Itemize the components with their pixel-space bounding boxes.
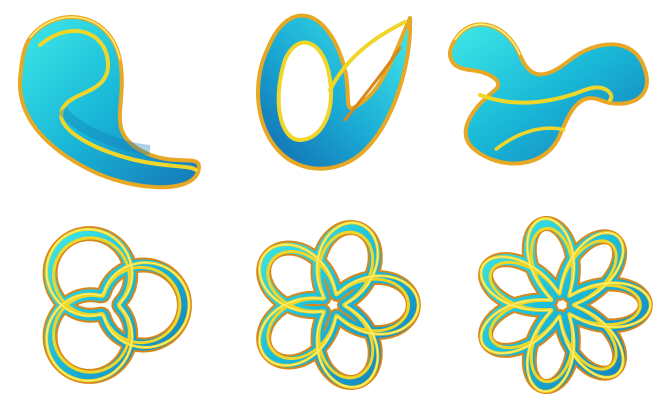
ribbon-edge-yellow-inner	[488, 226, 642, 384]
ribbon-highlight	[480, 218, 651, 392]
ribbon-highlight	[46, 228, 190, 382]
figure-eight-band	[448, 22, 649, 166]
five-lobe-knot	[256, 220, 421, 390]
seven-lobe-knot	[478, 216, 653, 394]
three-lobe-knot	[42, 226, 192, 384]
twisted-band	[17, 15, 201, 190]
ribbon-edge-yellow-inner	[52, 236, 182, 374]
folded-loop	[256, 13, 413, 171]
ribbon-edge-yellow-inner	[266, 230, 410, 380]
ribbon-highlight	[258, 222, 419, 388]
